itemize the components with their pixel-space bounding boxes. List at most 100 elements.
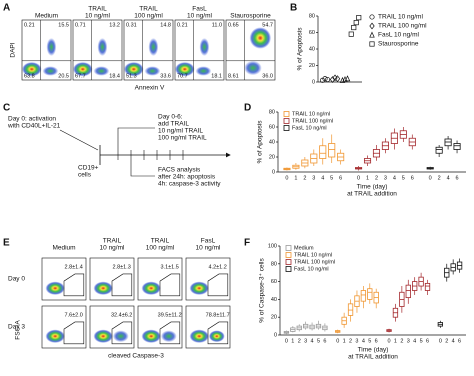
condition-header: FasL (192, 6, 207, 13)
legend-swatch (285, 266, 292, 272)
y-axis-label: DAPI (10, 42, 17, 57)
point (334, 75, 341, 83)
y-axis-label: % of Apoptosis (297, 27, 304, 71)
point (351, 25, 357, 31)
box (360, 290, 367, 302)
x-tick-label: 3 (312, 175, 315, 181)
quadrant-value: 67.7 (75, 73, 86, 79)
cell-population (141, 329, 161, 343)
y-tick-label: 60 (269, 124, 275, 130)
condition-header: 10 ng/ml (85, 13, 110, 20)
legend-label: TRAIL 100 ng/ml (378, 23, 427, 30)
x-axis-label: at TRAIL addition (347, 191, 397, 198)
x-tick-label: 4 (311, 338, 314, 344)
x-tick-label: 6 (456, 175, 459, 181)
quadrant-value: 20.5 (58, 73, 69, 79)
y-tick-label: 40 (271, 297, 277, 303)
cell-population (73, 61, 93, 77)
cell-population (148, 38, 159, 56)
dose-text: 10 ng/ml TRAIL (158, 128, 203, 135)
gate-value: 3.1±1.5 (161, 265, 179, 271)
legend-swatch (283, 118, 290, 124)
point (369, 31, 375, 38)
cell-population (160, 330, 177, 343)
legend-label: TRAIL 100 ng/ml (294, 259, 335, 265)
x-tick-label: 2 (438, 175, 441, 181)
panel-label: B (290, 3, 297, 14)
cell-population (249, 27, 272, 49)
x-tick-label: 3 (384, 175, 387, 181)
x-tick-label: 5 (317, 338, 320, 344)
condition-header: 10 ng/ml (100, 245, 125, 252)
cell-population (93, 66, 110, 76)
diagram-text: with CD40L+IL-21 (7, 123, 61, 130)
x-tick-label: 6 (375, 338, 378, 344)
quadrant-value: 13.2 (109, 22, 120, 28)
legend-label: FasL 10 ng/ml (294, 266, 329, 272)
y-tick-label: 0 (272, 169, 275, 175)
box (405, 284, 411, 299)
condition-header: Medium (35, 13, 58, 20)
cell-population (93, 329, 113, 343)
y-tick-label: 0 (274, 332, 277, 338)
gate-value: 78.8±11.7 (206, 313, 230, 319)
point (369, 22, 375, 30)
quadrant-value: 36.0 (262, 73, 273, 79)
quadrant-value: 0.31 (126, 22, 137, 28)
y-tick-label: 40 (269, 139, 275, 145)
box (319, 145, 327, 159)
box (367, 288, 373, 300)
legend-swatch (283, 125, 290, 131)
y-tick-label: 60 (309, 30, 315, 36)
legend-label: TRAIL 10 ng/ml (378, 14, 423, 21)
x-tick-label: 2 (303, 175, 306, 181)
legend-label: TRAIL 10 ng/ml (292, 111, 330, 117)
diagram-text: add TRAIL (158, 121, 189, 128)
x-tick-label: 6 (339, 175, 342, 181)
gate-value: 7.6±2.0 (65, 313, 83, 319)
diagram-text: cells (78, 172, 92, 179)
y-axis-label: % of Caspase-3⁺ cells (259, 258, 266, 323)
x-tick-label: 5 (368, 338, 371, 344)
gate (207, 321, 229, 345)
condition-header: Medium (52, 245, 75, 252)
x-tick-label: 4 (362, 338, 365, 344)
y-tick-label: 0 (312, 79, 315, 85)
cell-population (45, 281, 65, 295)
x-axis-label: Time (day) (358, 347, 389, 354)
cell-population (144, 66, 161, 76)
x-tick-label: 6 (411, 175, 414, 181)
condition-header: FasL (201, 238, 216, 245)
x-tick-label: 3 (407, 338, 410, 344)
point (369, 41, 375, 47)
x-tick-label: 4 (452, 338, 455, 344)
box (347, 303, 354, 316)
dose-text: 100 ng/ml TRAIL (158, 135, 207, 142)
x-tick-label: 4 (413, 338, 416, 344)
x-tick-label: 1 (366, 175, 369, 181)
quadrant-value: 18.1 (211, 73, 222, 79)
point (329, 76, 336, 83)
condition-header: 100 ng/ml (146, 245, 175, 252)
x-tick-label: 5 (330, 175, 333, 181)
gate (63, 321, 85, 345)
point (348, 31, 354, 37)
gate (111, 321, 133, 345)
point (369, 14, 375, 20)
quadrant-value: 70.7 (177, 73, 188, 79)
gate-value: 2.8±1.4 (65, 265, 83, 271)
condition-header: 100 ng/ml (134, 13, 163, 20)
point (324, 76, 331, 83)
cell-population (195, 66, 212, 76)
x-tick-label: 6 (323, 338, 326, 344)
x-tick-label: 4 (393, 175, 396, 181)
y-tick-label: 40 (309, 46, 315, 52)
y-axis-label: % of Apoptosis (257, 120, 264, 164)
gate (63, 273, 85, 297)
x-tick-label: 3 (355, 338, 358, 344)
box (435, 146, 443, 154)
y-tick-label: 80 (309, 13, 315, 19)
x-tick-label: 0 (285, 338, 288, 344)
point (353, 20, 359, 26)
bracket (130, 160, 155, 177)
